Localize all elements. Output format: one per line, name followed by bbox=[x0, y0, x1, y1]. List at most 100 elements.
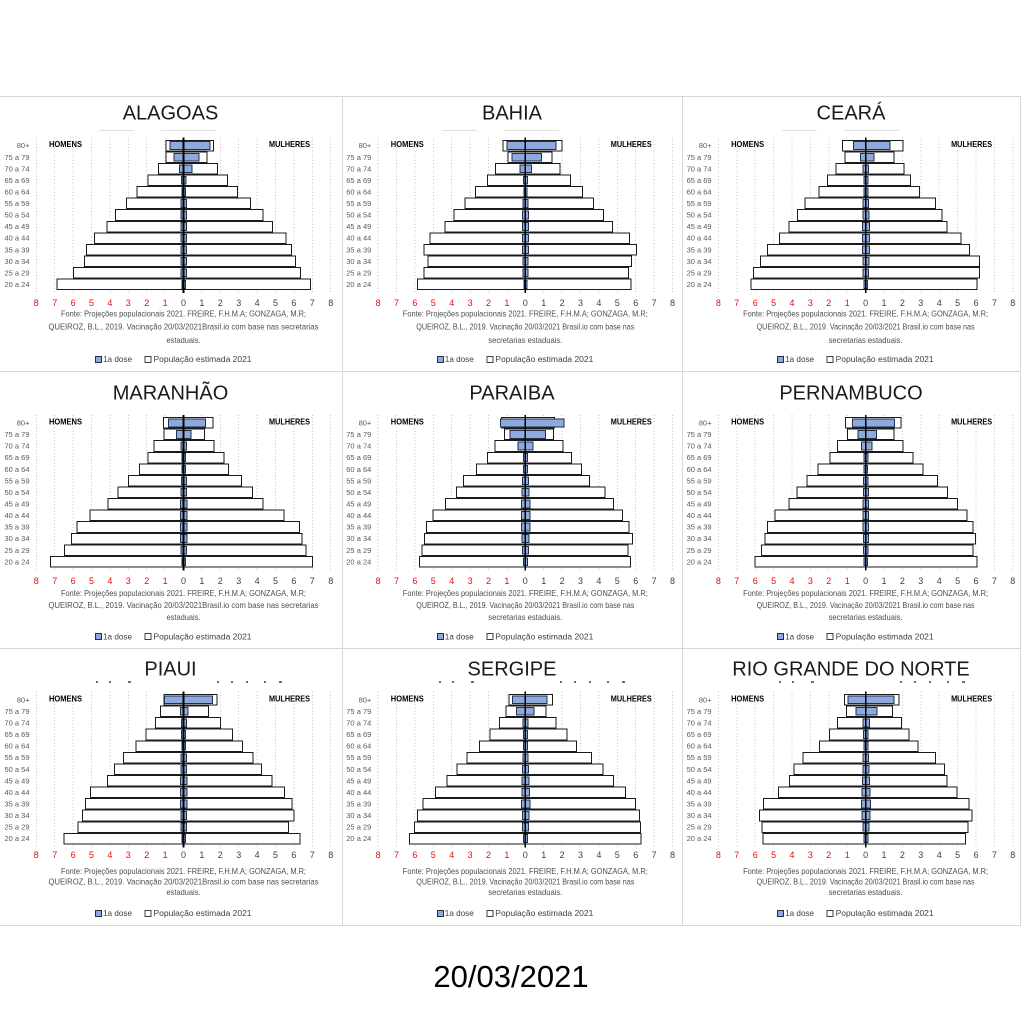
svg-text:6: 6 bbox=[633, 298, 638, 308]
svg-text:70 a 74: 70 a 74 bbox=[687, 719, 712, 728]
svg-text:2: 2 bbox=[900, 298, 905, 308]
svg-text:1: 1 bbox=[199, 576, 204, 586]
svg-text:65 a 69: 65 a 69 bbox=[346, 453, 371, 462]
svg-text:60 a 64: 60 a 64 bbox=[687, 187, 712, 196]
svg-text:50 a 54: 50 a 54 bbox=[687, 211, 712, 220]
svg-text:secretarias estaduais.: secretarias estaduais. bbox=[488, 335, 562, 345]
svg-text:70 a 74: 70 a 74 bbox=[687, 164, 712, 173]
svg-text:45 a 49: 45 a 49 bbox=[4, 776, 29, 785]
svg-text:6: 6 bbox=[291, 576, 296, 586]
svg-text:1: 1 bbox=[163, 850, 168, 860]
svg-text:70 a 74: 70 a 74 bbox=[687, 441, 712, 450]
svg-text:PARAIBA: PARAIBA bbox=[469, 382, 555, 404]
svg-text:1: 1 bbox=[845, 576, 850, 586]
svg-text:4: 4 bbox=[789, 298, 794, 308]
svg-text:4: 4 bbox=[255, 576, 260, 586]
svg-text:20 a 24: 20 a 24 bbox=[687, 557, 712, 566]
svg-text:8: 8 bbox=[376, 850, 381, 860]
svg-text:65 a 69: 65 a 69 bbox=[4, 453, 29, 462]
svg-text:4: 4 bbox=[449, 850, 454, 860]
svg-text:6: 6 bbox=[412, 576, 417, 586]
svg-text:5: 5 bbox=[955, 576, 960, 586]
svg-text:35 a 39: 35 a 39 bbox=[687, 800, 712, 809]
svg-text:80+: 80+ bbox=[17, 141, 30, 150]
svg-text:25 a 29: 25 a 29 bbox=[687, 268, 712, 277]
svg-text:8: 8 bbox=[716, 298, 721, 308]
svg-text:HOMENS: HOMENS bbox=[49, 139, 82, 149]
svg-text:20 a 24: 20 a 24 bbox=[346, 280, 371, 289]
svg-text:1a dose: 1a dose bbox=[103, 354, 132, 364]
svg-text:80+: 80+ bbox=[699, 695, 712, 704]
svg-text:75 a 79: 75 a 79 bbox=[687, 707, 712, 716]
svg-text:4: 4 bbox=[937, 576, 942, 586]
svg-text:4: 4 bbox=[449, 576, 454, 586]
svg-text:20 a 24: 20 a 24 bbox=[346, 834, 371, 843]
svg-text:Fonte: Projeções populacionais: Fonte: Projeções populacionais 2021. FRE… bbox=[61, 588, 306, 598]
svg-text:7: 7 bbox=[992, 850, 997, 860]
svg-text:7: 7 bbox=[394, 850, 399, 860]
svg-text:estaduais.: estaduais. bbox=[167, 887, 201, 897]
svg-text:1: 1 bbox=[541, 298, 546, 308]
svg-text:QUEIROZ, B.L., 2019. Vacinação: QUEIROZ, B.L., 2019. Vacinação 20/03/202… bbox=[416, 876, 634, 886]
svg-text:6: 6 bbox=[753, 850, 758, 860]
svg-text:8: 8 bbox=[376, 576, 381, 586]
svg-text:1: 1 bbox=[845, 850, 850, 860]
svg-text:Fonte: Projeções populacionais: Fonte: Projeções populacionais 2021. FRE… bbox=[61, 309, 306, 319]
svg-text:40 a 44: 40 a 44 bbox=[687, 788, 712, 797]
svg-text:1a dose: 1a dose bbox=[785, 908, 814, 918]
svg-text:75 a 79: 75 a 79 bbox=[4, 707, 29, 716]
svg-text:1: 1 bbox=[845, 298, 850, 308]
svg-text:HOMENS: HOMENS bbox=[731, 693, 764, 703]
svg-text:2: 2 bbox=[486, 298, 491, 308]
svg-text:1: 1 bbox=[504, 298, 509, 308]
svg-text:65 a 69: 65 a 69 bbox=[687, 730, 712, 739]
svg-text:RIO GRANDE DO NORTE: RIO GRANDE DO NORTE bbox=[732, 658, 969, 680]
svg-text:40 a 44: 40 a 44 bbox=[4, 788, 29, 797]
svg-text:80+: 80+ bbox=[17, 695, 30, 704]
svg-text:6: 6 bbox=[291, 850, 296, 860]
svg-text:5: 5 bbox=[89, 850, 94, 860]
svg-text:secretarias estaduais.: secretarias estaduais. bbox=[488, 887, 562, 897]
svg-text:3: 3 bbox=[468, 576, 473, 586]
svg-text:20 a 24: 20 a 24 bbox=[687, 834, 712, 843]
svg-text:1a dose: 1a dose bbox=[445, 354, 474, 364]
svg-text:População estimada 2021: População estimada 2021 bbox=[495, 908, 593, 918]
svg-text:2: 2 bbox=[144, 850, 149, 860]
svg-text:7: 7 bbox=[734, 576, 739, 586]
svg-text:55 a 59: 55 a 59 bbox=[346, 476, 371, 485]
svg-text:20 a 24: 20 a 24 bbox=[4, 834, 29, 843]
svg-text:45 a 49: 45 a 49 bbox=[4, 499, 29, 508]
svg-text:2: 2 bbox=[826, 298, 831, 308]
svg-text:8: 8 bbox=[1010, 298, 1015, 308]
svg-text:4: 4 bbox=[596, 298, 601, 308]
svg-text:População estimada 2021: População estimada 2021 bbox=[154, 908, 252, 918]
svg-text:8: 8 bbox=[34, 298, 39, 308]
svg-text:HOMENS: HOMENS bbox=[731, 139, 764, 149]
svg-text:8: 8 bbox=[1010, 850, 1015, 860]
svg-text:35 a 39: 35 a 39 bbox=[346, 522, 371, 531]
svg-text:40 a 44: 40 a 44 bbox=[4, 234, 29, 243]
svg-text:75 a 79: 75 a 79 bbox=[4, 153, 29, 162]
svg-text:3: 3 bbox=[236, 850, 241, 860]
svg-text:MULHERES: MULHERES bbox=[951, 139, 992, 149]
svg-text:70 a 74: 70 a 74 bbox=[346, 719, 371, 728]
svg-text:QUEIROZ, B.L., 2019. Vacinação: QUEIROZ, B.L., 2019. Vacinação 20/03/202… bbox=[757, 322, 975, 332]
svg-text:População estimada 2021: População estimada 2021 bbox=[836, 354, 934, 364]
svg-text:1: 1 bbox=[504, 850, 509, 860]
svg-text:8: 8 bbox=[716, 850, 721, 860]
svg-text:HOMENS: HOMENS bbox=[49, 416, 82, 426]
svg-text:2: 2 bbox=[560, 298, 565, 308]
svg-text:8: 8 bbox=[716, 576, 721, 586]
svg-text:QUEIROZ, B.L., 2019. Vacinação: QUEIROZ, B.L., 2019. Vacinação 20/03/202… bbox=[416, 322, 634, 332]
svg-text:7: 7 bbox=[734, 850, 739, 860]
svg-text:40 a 44: 40 a 44 bbox=[687, 511, 712, 520]
svg-text:6: 6 bbox=[71, 850, 76, 860]
svg-text:80+: 80+ bbox=[359, 418, 372, 427]
svg-text:7: 7 bbox=[992, 576, 997, 586]
svg-text:PIAUI: PIAUI bbox=[144, 658, 196, 680]
svg-text:25 a 29: 25 a 29 bbox=[346, 823, 371, 832]
svg-text:4: 4 bbox=[596, 576, 601, 586]
svg-text:35 a 39: 35 a 39 bbox=[4, 522, 29, 531]
svg-text:65 a 69: 65 a 69 bbox=[687, 453, 712, 462]
svg-text:3: 3 bbox=[126, 850, 131, 860]
